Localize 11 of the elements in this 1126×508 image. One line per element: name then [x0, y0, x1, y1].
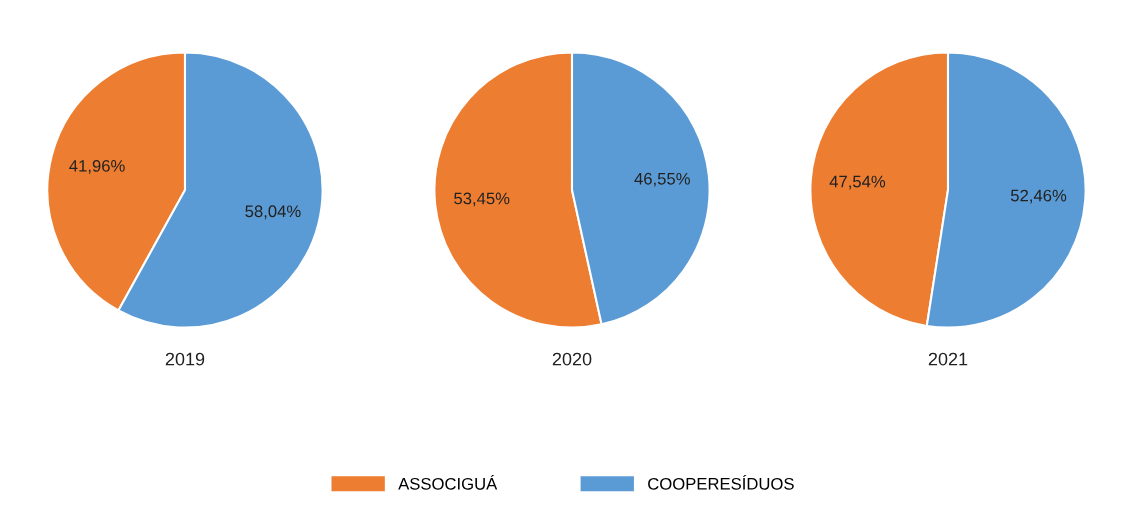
data-label: 52,46% [1010, 189, 1067, 204]
legend-label: COOPERESÍDUOS [648, 475, 794, 490]
text: 2019 [165, 352, 205, 366]
data-label: 53,45% [454, 192, 510, 207]
data-label: 46,55% [634, 172, 690, 187]
legend-label: ASSOCIGUÁ [398, 475, 498, 490]
data-label: 47,54% [829, 175, 886, 190]
text: 2020 [552, 352, 592, 366]
data-label: 58,04% [245, 205, 301, 220]
text: 2021 [928, 352, 968, 366]
data-label: 41,96% [69, 159, 125, 174]
